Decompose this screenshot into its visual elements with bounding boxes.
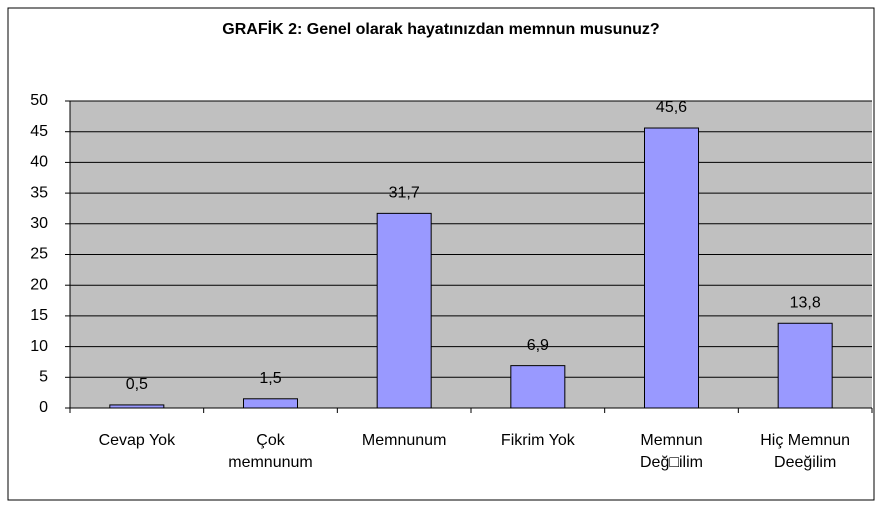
bar bbox=[510, 365, 566, 409]
bar bbox=[109, 404, 165, 409]
chart-title: GRAFİK 2: Genel olarak hayatınızdan memn… bbox=[222, 20, 659, 38]
y-tick-label: 0 bbox=[39, 399, 48, 416]
bar bbox=[644, 127, 699, 409]
y-tick-label: 30 bbox=[30, 215, 48, 232]
y-tick-label: 45 bbox=[30, 123, 48, 140]
x-tick-label: Fikrim Yok bbox=[501, 432, 576, 449]
x-tick-label: Memnun Değ□ilim bbox=[640, 432, 703, 471]
y-tick-label: 50 bbox=[30, 92, 48, 109]
y-tick-label: 40 bbox=[30, 154, 48, 171]
value-label: 1,5 bbox=[259, 370, 281, 387]
y-tick-label: 15 bbox=[30, 307, 48, 324]
value-label: 13,8 bbox=[790, 294, 821, 311]
y-tick-label: 10 bbox=[30, 338, 48, 355]
x-tick-label: Cevap Yok bbox=[99, 432, 177, 449]
bar bbox=[376, 212, 432, 409]
value-label: 0,5 bbox=[126, 376, 148, 393]
bar bbox=[243, 398, 298, 409]
y-tick-label: 20 bbox=[30, 276, 48, 293]
value-label: 6,9 bbox=[527, 337, 549, 354]
value-label: 31,7 bbox=[389, 185, 420, 202]
y-tick-label: 25 bbox=[30, 246, 48, 263]
value-label: 45,6 bbox=[656, 99, 687, 116]
x-tick-label: Hiç Memnun Deeğilim bbox=[760, 432, 850, 471]
y-tick-label: 35 bbox=[30, 184, 48, 201]
y-tick-label: 5 bbox=[39, 369, 48, 386]
x-tick-label: Çok memnunum bbox=[228, 432, 312, 471]
bar bbox=[777, 322, 833, 409]
x-tick-label: Memnunum bbox=[362, 432, 446, 449]
